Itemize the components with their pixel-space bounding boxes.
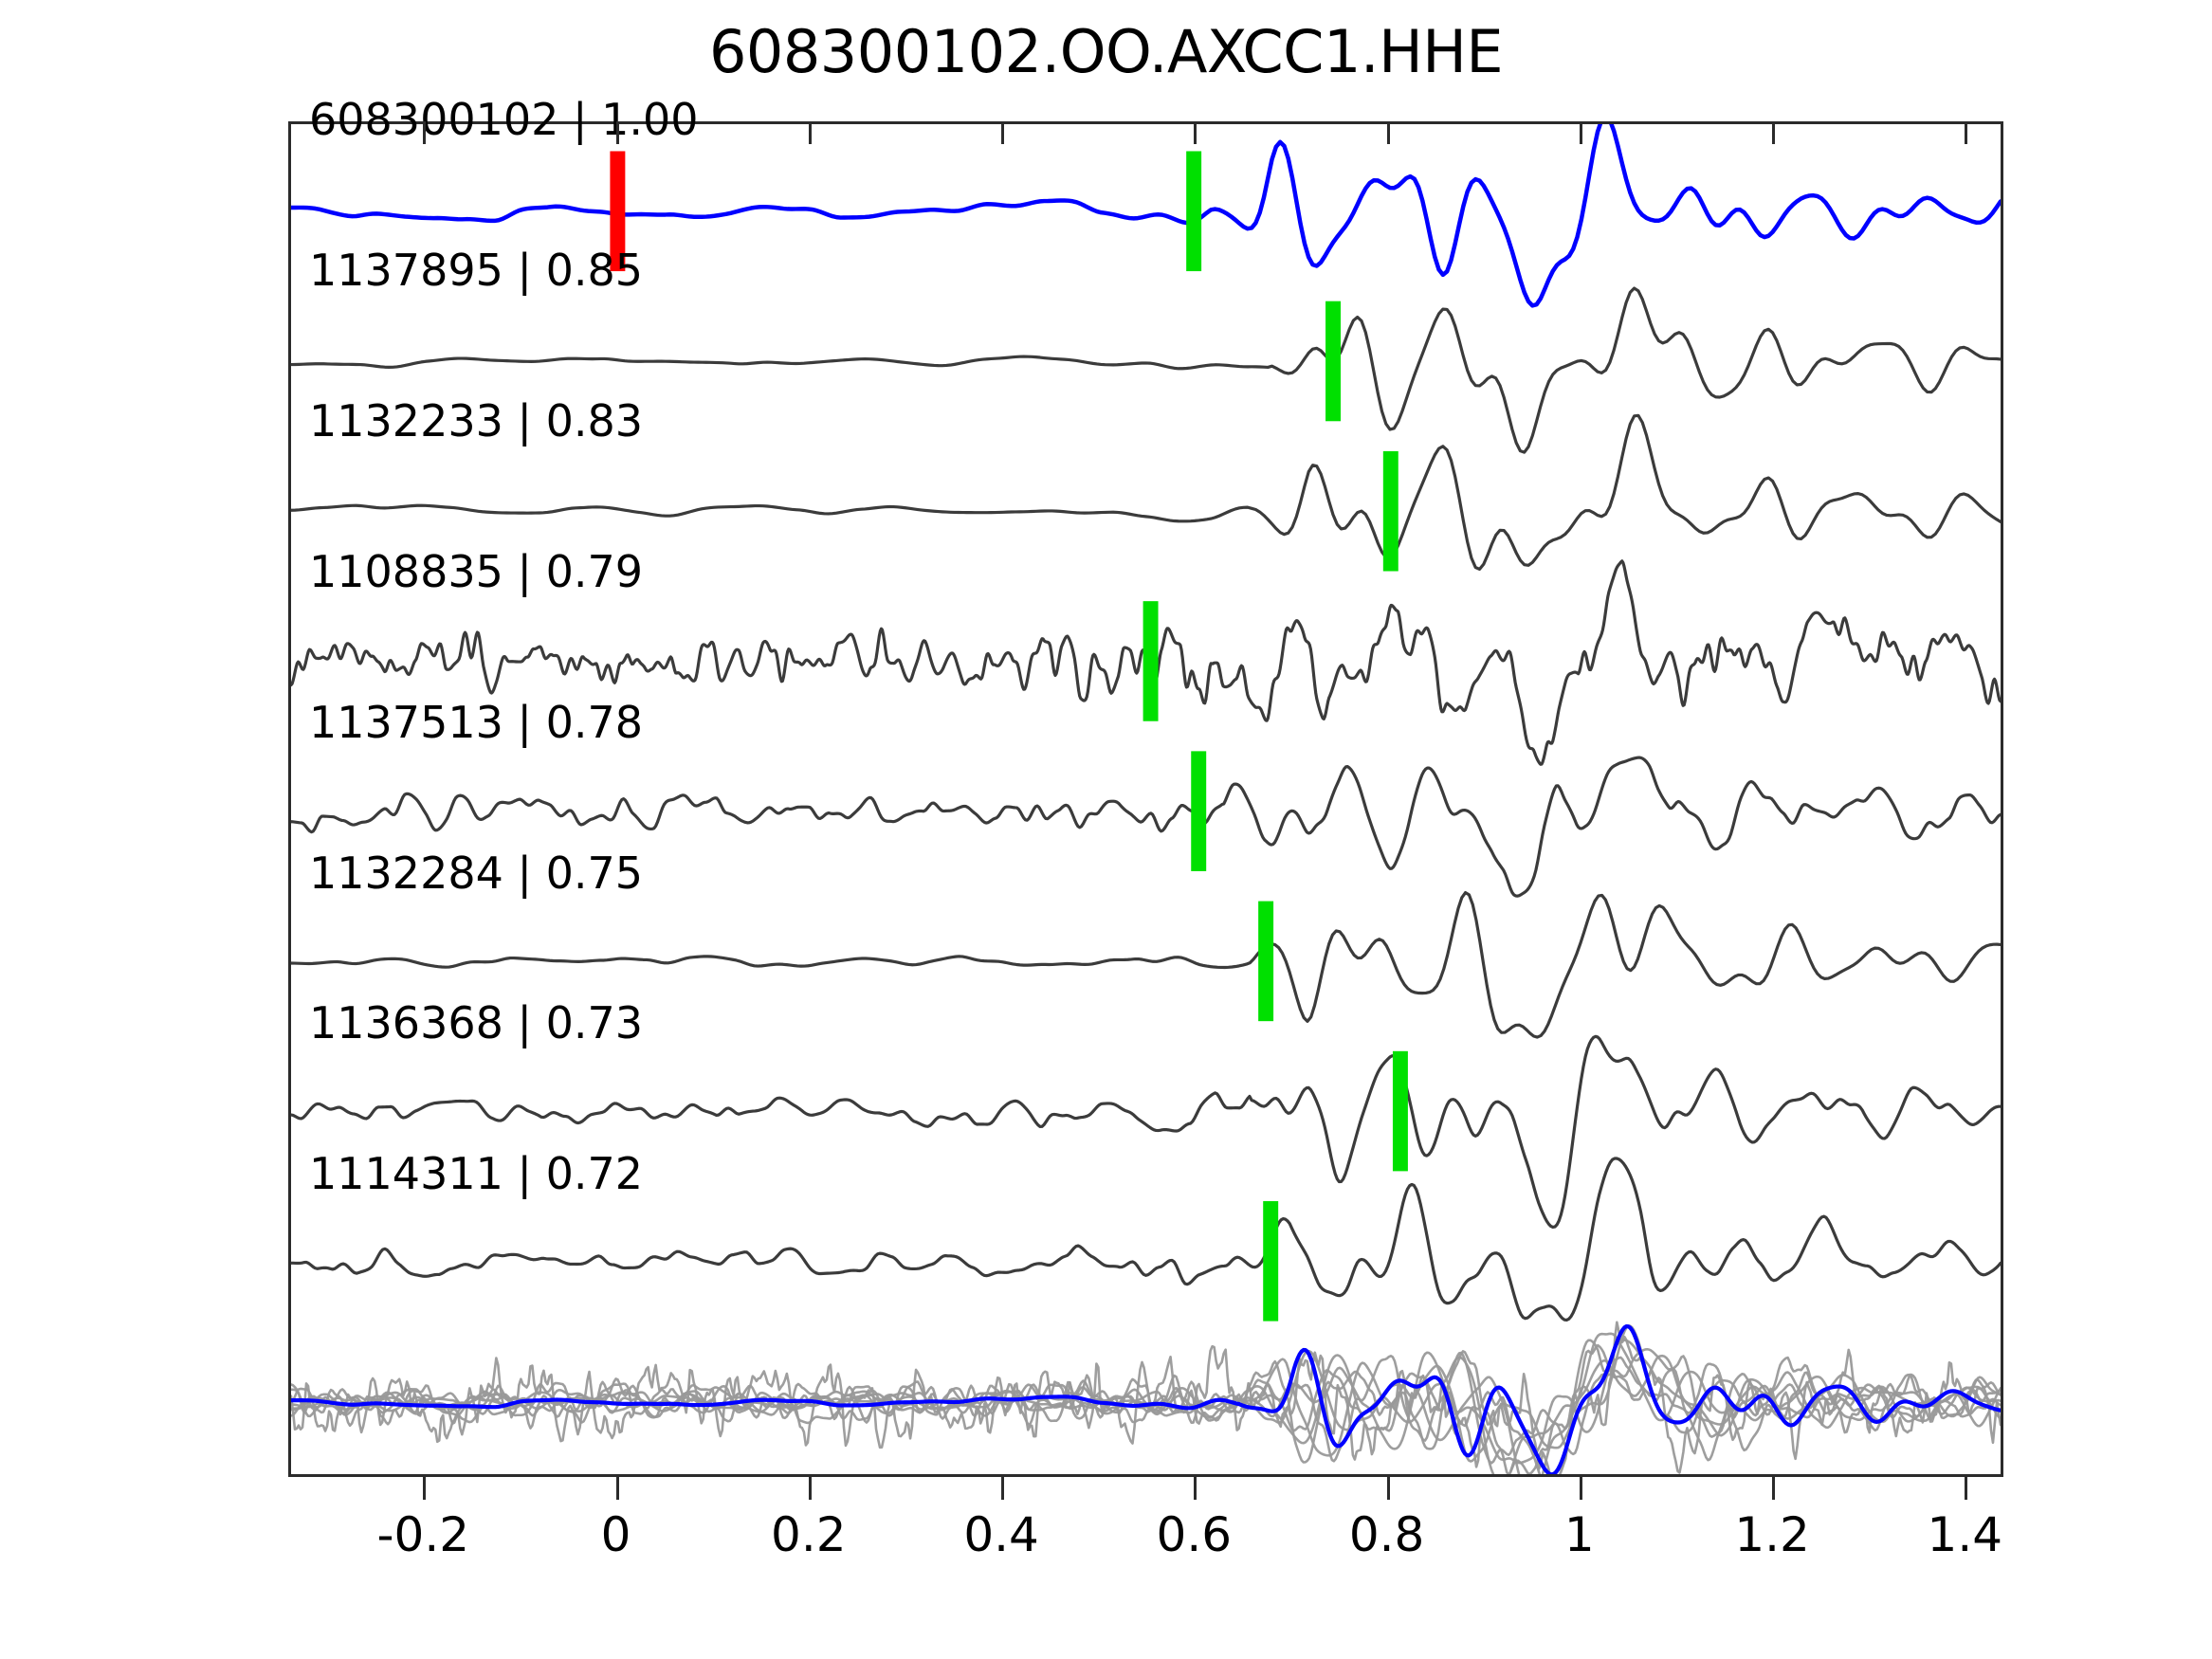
waveform-path xyxy=(291,1321,2001,1474)
x-tick-mark xyxy=(1965,1477,1968,1500)
pick-marker-1108835 xyxy=(1143,601,1159,721)
trace-label-1132233: 1132233 | 0.83 xyxy=(309,394,644,447)
trace-label-1137895: 1137895 | 0.85 xyxy=(309,244,644,296)
pick-marker-1114311 xyxy=(1263,1201,1279,1322)
x-tick-mark xyxy=(1772,1477,1776,1500)
x-tick-mark xyxy=(1194,1477,1197,1500)
x-axis: -0.2 0 0.2 0.4 0.6 0.8 1 1.2 1.4 xyxy=(288,1477,2003,1581)
x-tick-mark xyxy=(808,1477,812,1500)
stack-reference-trace xyxy=(291,1323,2001,1474)
waveform-path xyxy=(291,1343,2001,1474)
x-tick-mark xyxy=(423,1477,427,1500)
trace-label-1136368: 1136368 | 0.73 xyxy=(309,997,644,1049)
x-tick-label: 0.2 xyxy=(771,1507,847,1562)
pick-marker-608300102 xyxy=(1186,151,1202,272)
x-tick-mark-top xyxy=(1772,121,1776,144)
x-tick-mark-top xyxy=(1965,121,1968,144)
waveform-path xyxy=(291,1339,2001,1474)
trace-608300102 xyxy=(291,124,2001,308)
trace-1132233 xyxy=(291,413,2001,571)
page-title: 608300102.OO.AXCC1.HHE xyxy=(708,17,1504,86)
x-tick-label: 1.4 xyxy=(1927,1507,2003,1562)
x-tick-mark-top xyxy=(808,121,812,144)
x-tick-mark xyxy=(615,1477,619,1500)
pick-marker-1136368 xyxy=(1392,1050,1408,1172)
plot-area xyxy=(288,121,2003,1477)
x-tick-label: 0 xyxy=(600,1507,631,1562)
trace-1137513 xyxy=(291,756,2001,898)
x-tick-label: 0.6 xyxy=(1156,1507,1233,1562)
x-tick-label: 1.2 xyxy=(1734,1507,1810,1562)
pick-marker-1132284 xyxy=(1258,901,1274,1022)
x-tick-mark-top xyxy=(615,121,619,144)
trace-1132284 xyxy=(291,890,2001,1039)
x-tick-label: 0.4 xyxy=(963,1507,1039,1562)
trace-label-1132284: 1132284 | 0.75 xyxy=(309,847,644,899)
x-tick-mark-top xyxy=(1579,121,1582,144)
x-tick-mark-top xyxy=(1001,121,1005,144)
x-tick-mark-top xyxy=(1194,121,1197,144)
pick-marker-1137895 xyxy=(1325,301,1341,422)
pick-marker-1137513 xyxy=(1191,751,1207,871)
trace-1114311 xyxy=(291,1157,2001,1322)
trace-1137895 xyxy=(291,286,2001,454)
x-tick-label: 1 xyxy=(1563,1507,1595,1562)
pick-marker-1132233 xyxy=(1382,450,1398,572)
x-tick-mark-top xyxy=(1386,121,1390,144)
x-tick-mark xyxy=(1579,1477,1582,1500)
x-tick-mark xyxy=(1386,1477,1390,1500)
x-tick-mark-top xyxy=(423,121,427,144)
x-tick-mark xyxy=(1001,1477,1005,1500)
waveform-path xyxy=(291,1324,2001,1463)
x-tick-label: 0.8 xyxy=(1348,1507,1425,1562)
waveform-canvas xyxy=(291,124,2001,1474)
origin-marker-608300102 xyxy=(610,151,626,272)
trace-label-1114311: 1114311 | 0.72 xyxy=(309,1148,644,1200)
trace-label-1108835: 1108835 | 0.79 xyxy=(309,545,644,597)
waveform-path xyxy=(291,1347,2001,1465)
trace-label-1137513: 1137513 | 0.78 xyxy=(309,696,644,748)
trace-label-608300102: 608300102 | 1.00 xyxy=(309,94,699,146)
x-tick-label: -0.2 xyxy=(376,1507,470,1562)
trace-1136368 xyxy=(291,1034,2001,1230)
